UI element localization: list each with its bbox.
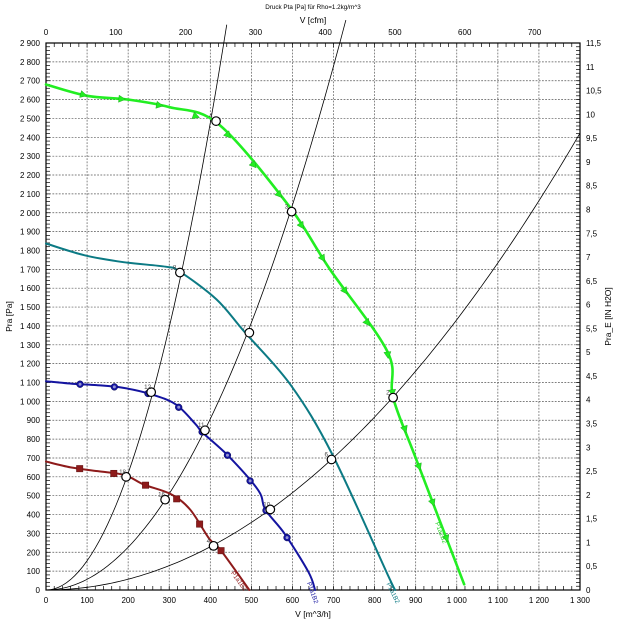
svg-text:1 600: 1 600 — [20, 284, 41, 293]
svg-text:11: 11 — [198, 422, 205, 429]
svg-text:100: 100 — [80, 596, 94, 605]
svg-text:100: 100 — [27, 567, 41, 576]
svg-text:16: 16 — [158, 492, 165, 499]
svg-text:900: 900 — [27, 416, 41, 425]
svg-text:1 800: 1 800 — [20, 246, 41, 255]
svg-text:8: 8 — [173, 265, 177, 272]
svg-text:V [cfm]: V [cfm] — [300, 15, 326, 25]
svg-text:200: 200 — [27, 548, 41, 557]
svg-text:2 100: 2 100 — [20, 190, 41, 199]
svg-text:1 000: 1 000 — [20, 397, 41, 406]
svg-text:2: 2 — [386, 390, 390, 397]
svg-text:0: 0 — [44, 596, 49, 605]
svg-text:700: 700 — [27, 454, 41, 463]
svg-text:3: 3 — [285, 204, 289, 211]
svg-text:10: 10 — [586, 110, 595, 119]
svg-text:700: 700 — [528, 28, 542, 37]
svg-text:1: 1 — [586, 538, 591, 547]
svg-text:10: 10 — [263, 501, 270, 508]
svg-text:700: 700 — [327, 596, 341, 605]
svg-text:1 200: 1 200 — [20, 360, 41, 369]
svg-text:1 300: 1 300 — [570, 596, 591, 605]
svg-text:800: 800 — [368, 596, 382, 605]
svg-text:2 600: 2 600 — [20, 96, 41, 105]
svg-text:2 400: 2 400 — [20, 133, 41, 142]
svg-text:7,5: 7,5 — [586, 229, 598, 238]
svg-text:2,5: 2,5 — [586, 467, 598, 476]
svg-text:0: 0 — [36, 586, 41, 595]
svg-text:400: 400 — [27, 511, 41, 520]
svg-text:Pra [Pa]: Pra [Pa] — [4, 301, 14, 332]
svg-text:8: 8 — [586, 205, 591, 214]
svg-text:10,5: 10,5 — [586, 87, 602, 96]
svg-text:200: 200 — [179, 28, 193, 37]
svg-text:2 900: 2 900 — [20, 39, 41, 48]
svg-text:4: 4 — [586, 396, 591, 405]
svg-text:0: 0 — [44, 28, 49, 37]
svg-text:Druck Pta [Pa] für Rho=1.2kg/m: Druck Pta [Pa] für Rho=1.2kg/m^3 — [265, 4, 361, 11]
svg-text:2 500: 2 500 — [20, 114, 41, 123]
svg-text:1 500: 1 500 — [20, 303, 41, 312]
svg-text:1 100: 1 100 — [488, 596, 509, 605]
svg-text:1 200: 1 200 — [529, 596, 550, 605]
svg-text:200: 200 — [121, 596, 135, 605]
svg-text:4: 4 — [209, 113, 213, 120]
svg-text:300: 300 — [249, 28, 263, 37]
svg-text:600: 600 — [27, 473, 41, 482]
svg-text:1 400: 1 400 — [20, 322, 41, 331]
svg-text:0: 0 — [586, 586, 591, 595]
svg-text:0,5: 0,5 — [586, 562, 598, 571]
svg-text:500: 500 — [245, 596, 259, 605]
svg-text:400: 400 — [318, 28, 332, 37]
svg-text:6: 6 — [586, 301, 591, 310]
svg-text:V [m^3/h]: V [m^3/h] — [295, 609, 331, 619]
svg-text:600: 600 — [286, 596, 300, 605]
svg-text:2 700: 2 700 — [20, 77, 41, 86]
svg-text:9: 9 — [586, 158, 591, 167]
svg-text:1 700: 1 700 — [20, 265, 41, 274]
svg-text:1 900: 1 900 — [20, 228, 41, 237]
svg-text:400: 400 — [204, 596, 218, 605]
svg-text:12: 12 — [144, 384, 151, 391]
svg-text:9,5: 9,5 — [586, 134, 598, 143]
svg-text:100: 100 — [109, 28, 123, 37]
svg-text:800: 800 — [27, 435, 41, 444]
svg-text:Pra_E [lN H2O]: Pra_E [lN H2O] — [603, 287, 613, 346]
svg-text:7: 7 — [242, 325, 246, 332]
svg-text:6,5: 6,5 — [586, 277, 598, 286]
svg-text:2 800: 2 800 — [20, 58, 41, 67]
svg-text:11: 11 — [586, 63, 595, 72]
svg-text:4,5: 4,5 — [586, 372, 598, 381]
svg-text:11,5: 11,5 — [586, 39, 602, 48]
svg-text:5,5: 5,5 — [586, 324, 598, 333]
svg-text:8,5: 8,5 — [586, 182, 598, 191]
svg-text:2 200: 2 200 — [20, 171, 41, 180]
svg-text:6: 6 — [324, 451, 328, 458]
svg-text:5: 5 — [586, 348, 591, 357]
svg-text:2 000: 2 000 — [20, 209, 41, 218]
svg-text:18: 18 — [119, 469, 126, 476]
svg-text:500: 500 — [27, 492, 41, 501]
svg-text:600: 600 — [458, 28, 472, 37]
svg-text:4: 4 — [207, 538, 211, 545]
svg-text:500: 500 — [388, 28, 402, 37]
svg-text:2 300: 2 300 — [20, 152, 41, 161]
svg-text:300: 300 — [27, 529, 41, 538]
svg-text:3: 3 — [586, 443, 591, 452]
svg-text:3,5: 3,5 — [586, 420, 598, 429]
svg-text:1,5: 1,5 — [586, 515, 598, 524]
svg-text:1 000: 1 000 — [447, 596, 468, 605]
svg-text:300: 300 — [163, 596, 177, 605]
svg-text:1 300: 1 300 — [20, 341, 41, 350]
svg-text:7: 7 — [586, 253, 591, 262]
svg-text:900: 900 — [409, 596, 423, 605]
svg-text:1 100: 1 100 — [20, 379, 41, 388]
svg-text:2: 2 — [586, 491, 591, 500]
